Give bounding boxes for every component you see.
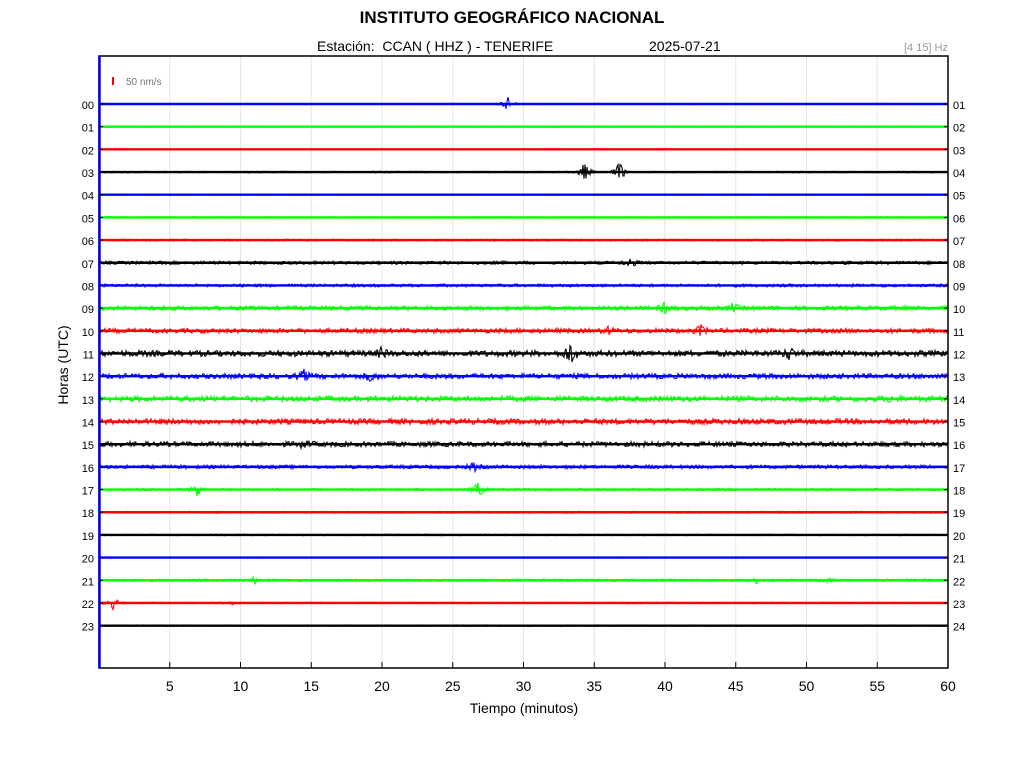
- hour-label-right: 01: [953, 100, 965, 112]
- hour-label-left: 22: [82, 599, 94, 611]
- hour-label-right: 07: [953, 236, 965, 248]
- trace-layer: [98, 96, 949, 628]
- hour-label-right: 22: [953, 576, 965, 588]
- hour-label-right: 17: [953, 463, 965, 475]
- hour-label-right: 19: [953, 508, 965, 520]
- hour-label-left: 18: [82, 508, 94, 520]
- date-label: 2025-07-21: [649, 38, 721, 54]
- hour-label-right: 16: [953, 440, 965, 452]
- hour-label-right: 02: [953, 123, 965, 135]
- hour-label-right: 21: [953, 554, 965, 566]
- x-axis-label: Tiempo (minutos): [469, 700, 579, 716]
- hour-label-left: 17: [82, 486, 94, 498]
- hour-label-right: 23: [953, 599, 965, 611]
- x-tick-label: 60: [940, 678, 956, 694]
- x-tick-label: 15: [303, 678, 319, 694]
- hour-label-right: 13: [953, 372, 965, 384]
- x-tick-label: 10: [233, 678, 249, 694]
- hour-label-left: 06: [82, 236, 94, 248]
- hour-label-left: 05: [82, 213, 94, 225]
- hour-label-left: 03: [82, 168, 94, 180]
- grid-layer: [169, 56, 878, 668]
- hour-label-right: 08: [953, 259, 965, 271]
- hour-label-right: 24: [953, 622, 965, 634]
- hour-label-left: 11: [83, 349, 94, 361]
- x-tick-label: 25: [445, 678, 461, 694]
- x-tick-label: 5: [166, 678, 174, 694]
- x-tick-label: 30: [516, 678, 532, 694]
- hour-label-left: 16: [82, 463, 94, 475]
- x-tick-label: 55: [869, 678, 885, 694]
- hour-label-left: 07: [82, 259, 94, 271]
- x-tick-label: 20: [374, 678, 390, 694]
- hour-label-left: 00: [82, 100, 94, 112]
- hour-label-left: 14: [82, 418, 94, 430]
- hour-label-right: 12: [953, 349, 965, 361]
- hour-label-left: 19: [82, 531, 94, 543]
- y-axis-label: Horas (UTC): [55, 325, 71, 405]
- x-tick-label: 40: [657, 678, 673, 694]
- hour-label-right: 10: [953, 304, 965, 316]
- hour-label-right: 09: [953, 281, 965, 293]
- hour-label-left: 04: [82, 191, 94, 203]
- hour-label-left: 09: [82, 304, 94, 316]
- label-layer: 5 10 15 20 25 30 35 40 45 50 55 60 00 01 01 02 02 03 03 04 0…: [82, 100, 966, 694]
- x-tick-label: 45: [728, 678, 744, 694]
- scale-bar-label: 50 nm/s: [126, 77, 162, 88]
- hour-label-left: 21: [82, 576, 94, 588]
- hour-label-right: 18: [953, 486, 965, 498]
- x-tick-label: 35: [586, 678, 602, 694]
- hour-label-left: 23: [82, 622, 94, 634]
- x-tick-label: 50: [799, 678, 815, 694]
- hour-label-right: 05: [953, 191, 965, 203]
- hour-label-right: 20: [953, 531, 965, 543]
- hour-label-left: 02: [82, 145, 94, 157]
- hour-label-left: 13: [82, 395, 94, 407]
- hour-label-left: 12: [82, 372, 94, 384]
- hour-label-right: 15: [953, 418, 965, 430]
- hour-label-left: 20: [82, 554, 94, 566]
- hour-label-left: 15: [82, 440, 94, 452]
- filter-band-label: [4 15] Hz: [903, 42, 948, 54]
- hour-label-right: 11: [953, 327, 964, 339]
- station-label: Estación: CCAN ( HHZ ) - TENERIFE: [317, 38, 554, 54]
- hour-label-left: 10: [82, 327, 94, 339]
- chart-title: INSTITUTO GEOGRÁFICO NACIONAL: [359, 8, 665, 27]
- hour-label-left: 01: [82, 123, 94, 135]
- hour-label-right: 06: [953, 213, 965, 225]
- hour-label-right: 04: [953, 168, 965, 180]
- hour-label-right: 14: [953, 395, 965, 407]
- scale-bar: [112, 77, 114, 85]
- hour-label-right: 03: [953, 145, 965, 157]
- hour-label-left: 08: [82, 281, 94, 293]
